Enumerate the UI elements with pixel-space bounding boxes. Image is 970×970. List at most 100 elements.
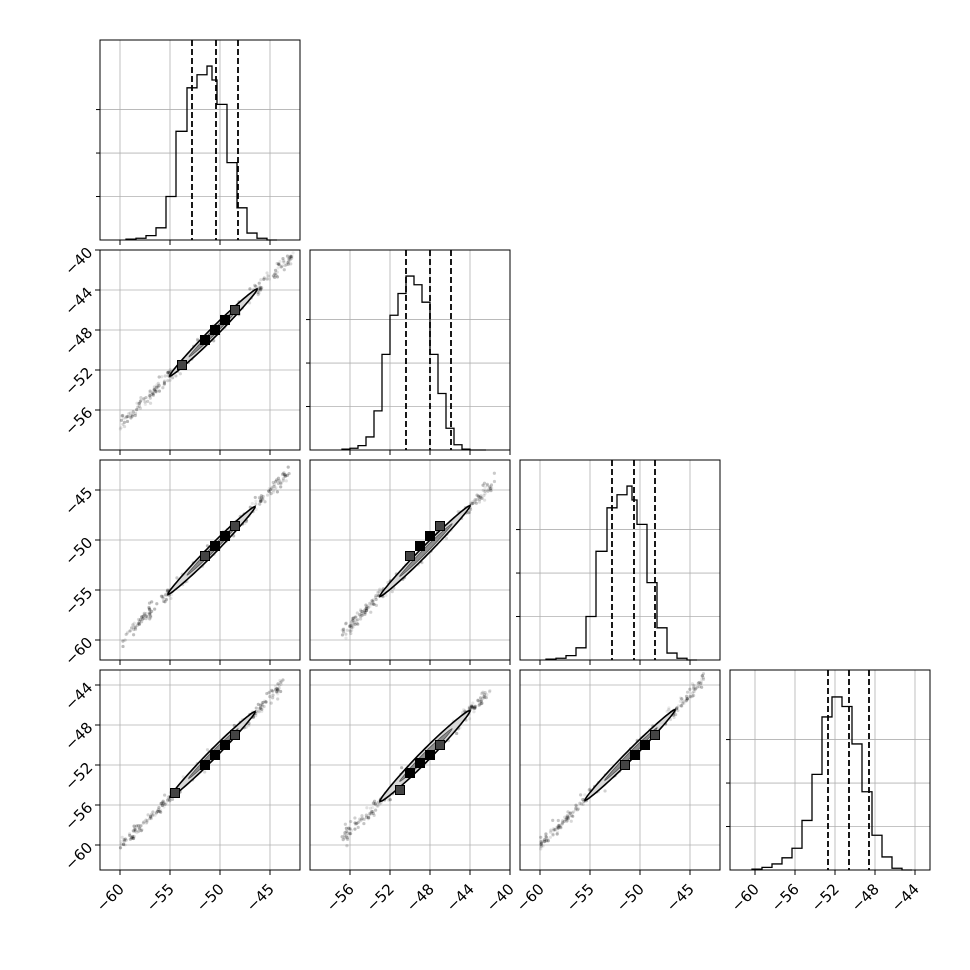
sample-point — [133, 626, 138, 630]
sample-point — [271, 480, 275, 485]
density-core — [415, 758, 425, 768]
sample-point — [466, 511, 470, 515]
sample-point — [148, 608, 152, 612]
sample-point — [135, 401, 139, 405]
sample-point — [351, 618, 355, 622]
y-tick-label: −50 — [61, 534, 96, 569]
histogram-frame — [519, 459, 721, 661]
sample-point — [566, 817, 570, 821]
sample-point — [150, 609, 154, 614]
density-core — [200, 760, 210, 770]
y-tick-label: −52 — [61, 364, 96, 399]
sample-point — [360, 814, 364, 818]
sample-point — [166, 379, 170, 383]
sample-point — [345, 831, 349, 835]
sample-point — [368, 812, 372, 816]
sample-point — [118, 846, 123, 850]
sample-point — [151, 391, 155, 395]
sample-point — [371, 598, 375, 602]
sample-point — [270, 486, 274, 490]
sample-point — [559, 826, 563, 830]
sample-point — [484, 696, 488, 700]
sample-point — [149, 815, 153, 820]
sample-point — [685, 690, 690, 694]
density-core — [405, 551, 415, 561]
density-core — [200, 551, 210, 561]
sample-point — [576, 807, 581, 811]
sample-point — [265, 271, 269, 275]
sample-point — [565, 815, 569, 819]
sample-point — [141, 821, 145, 825]
sample-point — [178, 372, 182, 376]
sample-point — [145, 820, 149, 824]
sample-point — [148, 815, 153, 819]
sample-point — [158, 809, 162, 813]
sample-point — [157, 805, 161, 810]
sample-point — [283, 474, 288, 478]
sample-point — [366, 817, 370, 821]
sample-point — [468, 705, 472, 710]
sample-point — [358, 613, 362, 617]
sample-point — [462, 708, 466, 712]
sample-point — [148, 391, 152, 395]
sample-point — [467, 707, 471, 711]
sample-point — [133, 830, 137, 834]
sample-point — [472, 710, 476, 714]
sample-point — [356, 622, 360, 626]
sample-point — [282, 260, 286, 264]
sample-point — [135, 623, 140, 627]
sample-point — [151, 810, 155, 814]
sample-point — [136, 402, 141, 406]
sample-point — [478, 696, 483, 700]
sample-point — [387, 797, 391, 801]
sample-point — [345, 837, 350, 842]
sample-point — [141, 617, 145, 621]
density-core — [210, 541, 220, 551]
sample-point — [260, 707, 264, 711]
sample-point — [543, 838, 547, 842]
sample-point — [166, 370, 170, 374]
x-tick-label: −55 — [563, 880, 598, 915]
y-tick-label: −44 — [61, 679, 96, 714]
x-tick-label: −44 — [443, 880, 478, 915]
sample-point — [477, 500, 482, 504]
sample-point — [265, 691, 269, 696]
sample-point — [272, 484, 276, 489]
sample-point — [160, 803, 164, 808]
sample-point — [137, 401, 142, 406]
sample-point — [126, 412, 131, 416]
sample-point — [368, 605, 372, 609]
sample-point — [345, 844, 349, 848]
sample-point — [365, 605, 369, 609]
sample-point — [701, 677, 706, 681]
sample-point — [150, 813, 155, 818]
sample-point — [544, 832, 548, 836]
sample-point — [148, 389, 152, 393]
sample-point — [259, 496, 264, 500]
sample-point — [124, 838, 128, 842]
y-tick-label: −55 — [61, 584, 96, 619]
sample-point — [277, 263, 281, 267]
sample-point — [277, 478, 281, 483]
sample-point — [260, 704, 265, 708]
sample-point — [353, 821, 357, 825]
sample-point — [479, 494, 483, 498]
sample-point — [541, 844, 545, 848]
sample-point — [556, 818, 560, 823]
sample-point — [122, 838, 126, 842]
sample-point — [481, 488, 485, 493]
sample-point — [489, 489, 493, 493]
sample-point — [166, 588, 170, 592]
sample-point — [162, 382, 167, 386]
sample-point — [563, 815, 567, 819]
sample-point — [147, 601, 152, 605]
sample-point — [340, 633, 345, 637]
sample-point — [700, 685, 704, 689]
sample-point — [267, 691, 271, 695]
sample-point — [145, 615, 150, 619]
sample-point — [353, 822, 358, 826]
sample-point — [469, 507, 473, 512]
sample-point — [289, 262, 293, 266]
sample-point — [473, 706, 477, 710]
sample-point — [467, 717, 472, 721]
